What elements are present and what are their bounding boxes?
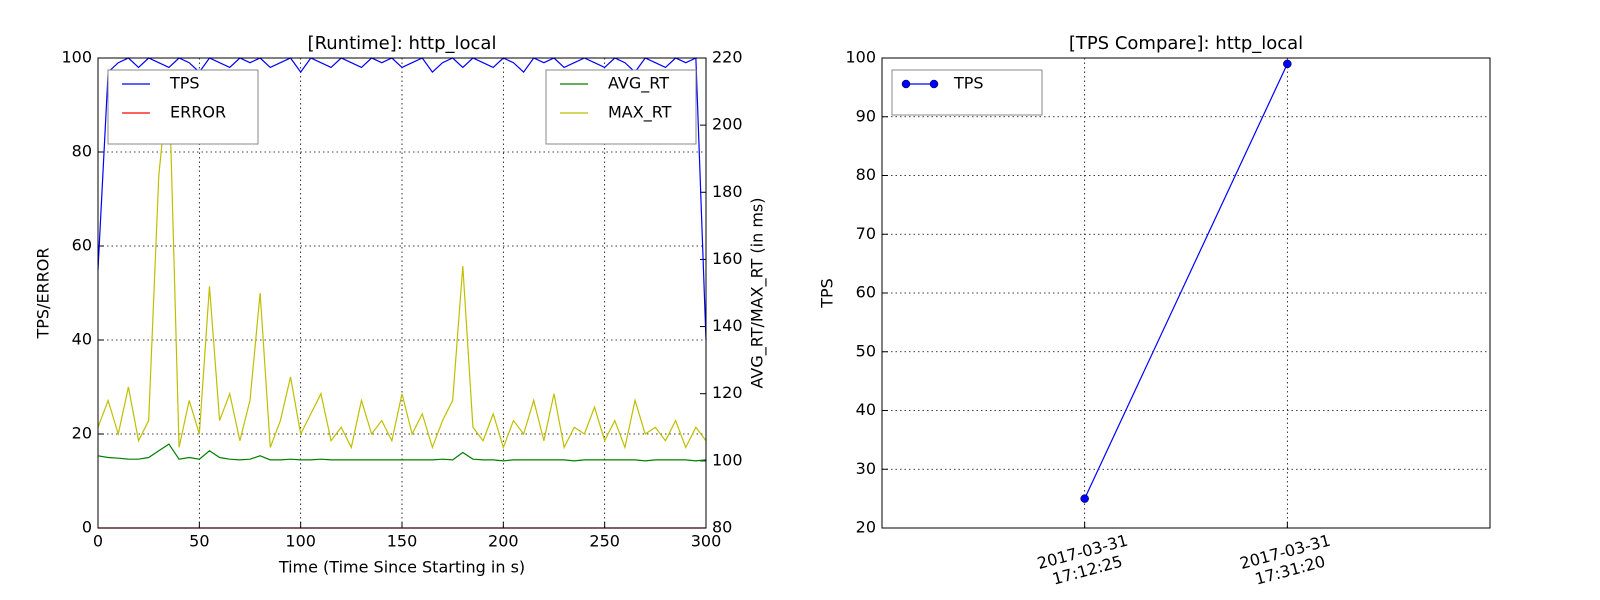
y2-tick-label: 160 <box>712 249 743 268</box>
y-axis-label: TPS/ERROR <box>34 247 53 339</box>
y2-tick-label: 200 <box>712 115 743 134</box>
plot-frame <box>881 57 1491 529</box>
marker <box>1080 494 1089 503</box>
legend-box <box>545 69 697 145</box>
legend-label: MAX_RT <box>608 103 672 123</box>
legend-marker <box>901 79 911 89</box>
series-line <box>97 74 707 450</box>
y2-axis-label: AVG_RT/MAX_RT (in ms) <box>748 198 768 389</box>
plot-frame <box>97 57 707 529</box>
y-tick-label: 60 <box>856 283 876 302</box>
legend-box <box>107 69 259 145</box>
y-tick-label: 100 <box>845 48 876 67</box>
y-tick-label: 30 <box>856 459 876 478</box>
y-tick-label: 50 <box>856 341 876 360</box>
chart-title: [TPS Compare]: http_local <box>1069 33 1303 54</box>
y-tick-label: 80 <box>72 142 92 161</box>
legend-box <box>891 69 1043 116</box>
y-axis-label: TPS <box>818 278 837 309</box>
x-tick-label: 150 <box>387 532 418 551</box>
y-tick-label: 100 <box>61 48 92 67</box>
x-tick-label: 100 <box>285 532 316 551</box>
x-tick-label: 2017-03-3117:31:20 <box>1238 530 1338 591</box>
y-tick-label: 20 <box>856 518 876 537</box>
x-tick-label: 200 <box>488 532 519 551</box>
y-tick-label: 40 <box>72 330 92 349</box>
y-tick-label: 20 <box>72 424 92 443</box>
y2-tick-label: 100 <box>712 450 743 469</box>
marker <box>1283 59 1292 69</box>
y2-tick-label: 80 <box>712 518 732 537</box>
y-tick-label: 80 <box>856 165 876 184</box>
y2-tick-label: 220 <box>712 48 743 67</box>
legend-label: ERROR <box>170 103 226 122</box>
y-tick-label: 60 <box>72 236 92 255</box>
legend-label: AVG_RT <box>608 74 669 94</box>
y-tick-label: 40 <box>856 400 876 419</box>
y-tick-label: 0 <box>82 518 92 537</box>
x-axis-label: Time (Time Since Starting in s) <box>278 558 525 577</box>
x-tick-label: 50 <box>189 532 209 551</box>
x-tick-label: 0 <box>93 532 103 551</box>
y-tick-label: 90 <box>856 106 876 125</box>
legend-label: TPS <box>169 74 200 93</box>
x-tick-label: 2017-03-3117:12:25 <box>1035 530 1135 591</box>
x-tick-label: 300 <box>691 532 722 551</box>
legend-label: TPS <box>953 74 984 93</box>
y2-tick-label: 180 <box>712 182 743 201</box>
legend-marker <box>929 79 939 89</box>
y-tick-label: 70 <box>856 224 876 243</box>
y2-tick-label: 140 <box>712 316 743 335</box>
x-tick-label: 250 <box>589 532 620 551</box>
y2-tick-label: 120 <box>712 383 743 402</box>
series-line <box>1084 63 1288 499</box>
chart-title: [Runtime]: http_local <box>308 33 497 54</box>
series-line <box>97 443 707 462</box>
